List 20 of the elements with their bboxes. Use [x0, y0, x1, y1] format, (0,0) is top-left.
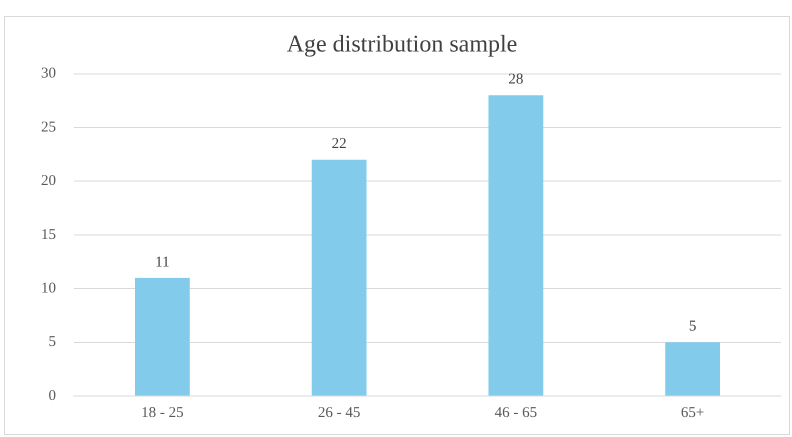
y-tick-label: 15: [41, 226, 56, 243]
bar: [312, 160, 367, 396]
bar: [488, 95, 544, 396]
y-tick-label: 0: [48, 388, 56, 404]
x-tick-label: 26 - 45: [318, 404, 360, 421]
x-tick-label: 65+: [680, 404, 704, 421]
y-tick-label: 30: [41, 66, 56, 82]
x-tick-label: 18 - 25: [141, 404, 184, 421]
y-tick-label: 25: [41, 119, 56, 136]
y-tick-label: 20: [41, 173, 56, 190]
data-label: 22: [332, 136, 347, 152]
y-tick-label: 5: [48, 334, 56, 350]
bar: [665, 342, 720, 396]
x-tick-label: 46 - 65: [494, 404, 538, 421]
data-label: 11: [155, 254, 170, 270]
bar: [134, 278, 190, 396]
data-label: 5: [688, 318, 696, 335]
chart-title: Age distribution sample: [286, 32, 518, 58]
y-tick-label: 10: [41, 280, 56, 297]
data-label: 28: [508, 72, 524, 88]
